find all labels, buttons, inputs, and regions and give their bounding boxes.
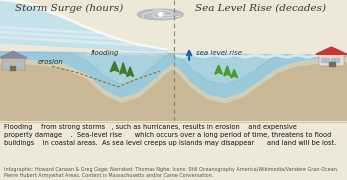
Polygon shape [331,58,339,62]
Text: erosion: erosion [38,58,64,64]
Polygon shape [231,69,238,78]
Text: sea level rise: sea level rise [196,50,242,56]
Polygon shape [10,66,15,70]
Polygon shape [0,51,27,58]
Polygon shape [127,67,134,76]
Polygon shape [2,58,25,70]
Polygon shape [224,66,231,76]
Polygon shape [137,9,183,20]
Polygon shape [319,54,344,66]
Polygon shape [0,62,347,121]
Text: Sea Level Rise (decades): Sea Level Rise (decades) [195,4,326,13]
Text: flooding: flooding [90,50,119,56]
Polygon shape [4,62,10,66]
Polygon shape [110,62,119,72]
Polygon shape [120,63,127,74]
Polygon shape [321,58,329,62]
Polygon shape [215,65,222,74]
Text: Flooding    from strong storms   , such as hurricanes, results in erosion    and: Flooding from strong storms , such as hu… [4,124,336,146]
Polygon shape [15,62,22,66]
Polygon shape [0,58,347,102]
Text: Storm Surge (hours): Storm Surge (hours) [15,4,124,13]
Polygon shape [316,47,347,54]
Text: Infographic: Howard Canaan & Greg Gage; Narrated: Thomas Nghe; Icons: Still Ocea: Infographic: Howard Canaan & Greg Gage; … [4,167,339,178]
Polygon shape [329,62,335,66]
